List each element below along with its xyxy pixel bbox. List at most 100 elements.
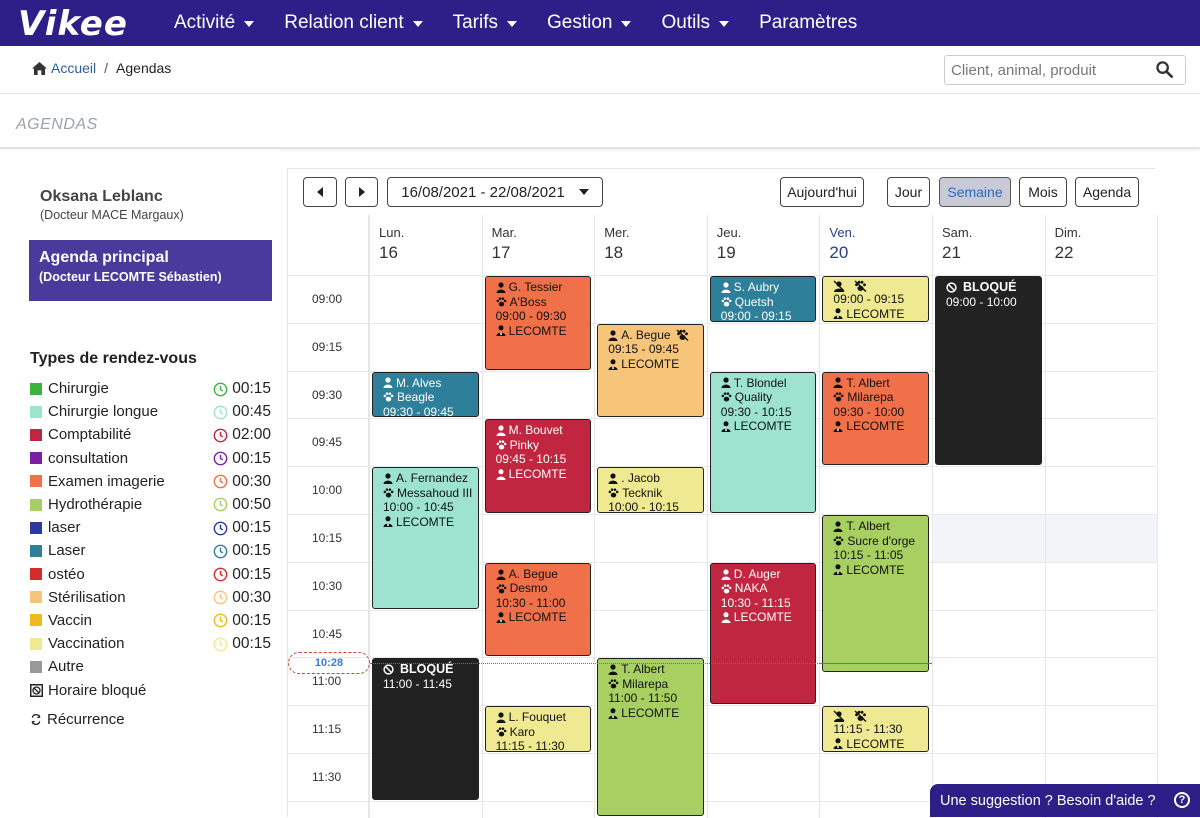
home-icon <box>32 61 47 75</box>
types-title: Types de rendez-vous <box>30 350 197 367</box>
day-header[interactable]: Ven. 20 <box>820 215 933 275</box>
person-icon <box>833 377 843 389</box>
event-client: M. Bouvet <box>508 423 563 438</box>
day-header[interactable]: Mar. 17 <box>483 215 596 275</box>
blocked-slot[interactable]: BLOQUÉ 09:00 - 10:00 <box>935 276 1042 466</box>
event-blocked-label: BLOQUÉ <box>963 280 1017 294</box>
logo-text: Vikee <box>18 4 128 44</box>
type-label: Comptabilité <box>48 426 132 444</box>
event-animal: Desmo <box>509 581 548 596</box>
search-input[interactable] <box>945 61 1145 79</box>
main-menu: Activité Relation client Tarifs Gestion … <box>174 0 887 46</box>
appointment-event[interactable]: . Jacob Tecknik 10:00 - 10:15 <box>597 467 704 513</box>
legend-blocked: Horaire bloqué <box>30 682 146 699</box>
day-header[interactable]: Sam. 21 <box>933 215 1046 275</box>
current-time-badge: 10:28 <box>288 652 370 674</box>
appointment-event[interactable]: 09:00 - 09:15 LECOMTE <box>822 276 929 322</box>
time-label: 10:30 <box>312 578 343 593</box>
grid-col-line <box>1044 215 1046 818</box>
appointment-event[interactable]: A. Fernandez Messahoud III 10:00 - 10:45 LE… <box>372 467 479 609</box>
appointment-event[interactable]: 11:15 - 11:30 LECOMTE <box>822 706 929 752</box>
event-client-line: G. Tessier <box>496 280 586 295</box>
clock-icon <box>213 474 228 489</box>
type-label: Chirurgie <box>48 380 109 398</box>
appointment-event[interactable]: D. Auger NAKA 10:30 - 11:15 LECOMTE <box>709 562 817 705</box>
search-icon[interactable] <box>1156 61 1173 78</box>
user-name[interactable]: Oksana Leblanc <box>40 188 163 205</box>
breadcrumb-home-link[interactable]: Accueil <box>51 60 97 76</box>
nav-activite[interactable]: Activité <box>174 12 255 34</box>
day-header[interactable]: Mer. 18 <box>595 215 708 275</box>
type-label: Chirurgie longue <box>48 403 159 421</box>
help-button[interactable]: Une suggestion ? Besoin d'aide ? ? <box>930 784 1200 817</box>
next-week-button[interactable] <box>345 177 378 207</box>
event-time: 09:30 - 09:45 <box>383 404 454 418</box>
appointment-event[interactable]: G. Tessier A'Boss 09:00 - 09:30 LECOMTE <box>484 276 592 370</box>
type-duration: 00:15 <box>213 635 271 653</box>
today-button[interactable]: Aujourd'hui <box>780 177 864 207</box>
day-header[interactable]: Dim. 22 <box>1046 215 1159 275</box>
day-name: Lun. <box>379 225 405 240</box>
agenda-view-button[interactable]: Agenda <box>1075 177 1139 207</box>
day-number: 22 <box>1054 243 1074 262</box>
type-duration-value: 00:15 <box>232 380 271 397</box>
nav-outils[interactable]: Outils <box>661 12 730 34</box>
event-client-line: S. Aubry <box>721 280 811 295</box>
prev-week-button[interactable] <box>303 177 337 207</box>
day-name: Mer. <box>604 225 630 240</box>
day-header[interactable]: Jeu. 19 <box>708 215 821 275</box>
event-animal: NAKA <box>734 581 768 596</box>
appointment-event[interactable]: A. Begue 09:15 - 09:45 LECOMTE <box>597 323 704 418</box>
appointment-event[interactable]: L. Fouquet Karo 11:15 - 11:30 <box>484 706 592 752</box>
type-duration: 00:45 <box>213 403 271 421</box>
week-view-button[interactable]: Semaine <box>939 177 1011 207</box>
current-time-line <box>370 663 932 664</box>
event-time-line: 09:00 - 09:15 <box>833 292 923 307</box>
nav-gestion[interactable]: Gestion <box>547 12 632 34</box>
event-animal: Milarepa <box>847 390 894 405</box>
event-time: 11:00 - 11:50 <box>608 691 678 706</box>
type-duration-value: 00:30 <box>232 472 271 490</box>
appointment-event[interactable]: M. Bouvet Pinky 09:45 - 10:15 LECOMTE <box>484 419 592 513</box>
search-box <box>944 55 1186 85</box>
month-view-button[interactable]: Mois <box>1019 177 1067 207</box>
type-duration: 00:50 <box>213 496 271 514</box>
blocked-slot[interactable]: BLOQUÉ 11:00 - 11:45 <box>372 658 479 800</box>
event-vet-line: LECOMTE <box>721 610 811 625</box>
event-vet-line: LECOMTE <box>383 515 473 530</box>
clock-icon <box>213 590 228 605</box>
day-header[interactable]: Lun. 16 <box>370 215 483 275</box>
appointment-event[interactable]: T. Albert Milarepa 11:00 - 11:50 LECOMTE <box>597 658 704 816</box>
veterinarian-icon <box>833 421 843 432</box>
nav-label: Tarifs <box>452 12 498 33</box>
nav-parametres[interactable]: Paramètres <box>759 12 857 34</box>
date-range-select[interactable]: 16/08/2021 - 22/08/2021 <box>387 177 603 207</box>
appointment-event[interactable]: M. Alves Beagle 09:30 - 09:45 <box>372 371 479 418</box>
type-color-swatch <box>30 498 42 511</box>
week-grid[interactable]: 09:00 09:15 09:30 09:45 10:00 10:15 10:30 10:45… <box>288 215 1159 818</box>
person-icon <box>608 664 618 676</box>
day-number: 17 <box>491 243 511 262</box>
nav-relation-client[interactable]: Relation client <box>284 12 423 34</box>
event-animal-line: Karo <box>496 725 586 740</box>
event-time-line: 09:15 - 09:45 <box>608 342 698 357</box>
event-vet: LECOMTE <box>508 323 567 338</box>
appointment-event[interactable]: A. Begue Desmo 10:30 - 11:00 LECOMTE <box>484 562 592 657</box>
veterinarian-icon <box>383 516 393 528</box>
vikee-logo[interactable]: Vikee <box>18 4 128 44</box>
nav-tarifs[interactable]: Tarifs <box>453 12 517 34</box>
type-label: Laser <box>48 542 86 560</box>
event-vet: LECOMTE <box>508 610 567 625</box>
no-animal-icon <box>676 329 689 342</box>
event-vet-line: LECOMTE <box>496 467 586 482</box>
event-vet: LECOMTE <box>846 562 905 577</box>
agenda-principal-item[interactable]: Agenda principal (Docteur LECOMTE Sébast… <box>29 240 272 301</box>
person-icon <box>608 473 618 484</box>
appointment-event[interactable]: T. Blondel Quality 09:30 - 10:15 LECOMTE <box>709 371 817 513</box>
appointment-event[interactable]: S. Aubry Quetsh 09:00 - 09:15 <box>709 276 817 322</box>
appointment-event[interactable]: T. Albert Sucre d'orge 10:15 - 11:05 LECOMT… <box>822 515 929 673</box>
event-animal-line: Tecknik <box>608 486 698 501</box>
paw-icon <box>833 392 844 402</box>
day-view-button[interactable]: Jour <box>887 177 930 207</box>
appointment-event[interactable]: T. Albert Milarepa 09:30 - 10:00 LECOMTE <box>822 371 929 466</box>
